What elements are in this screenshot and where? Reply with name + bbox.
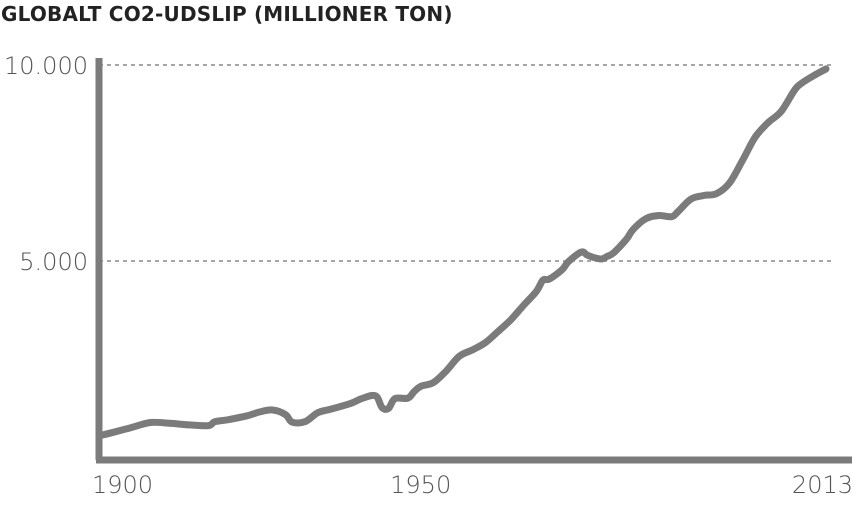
y-tick-label-10.000: 10.000	[4, 52, 88, 80]
y-tick-label-5.000: 5.000	[19, 248, 88, 276]
x-tick-label-1950: 1950	[390, 471, 451, 499]
series	[95, 65, 830, 440]
gridlines	[99, 64, 835, 262]
chart-title: GLOBALT CO2-UDSLIP (MILLIONER TON)	[1, 2, 453, 26]
series-line-0	[95, 65, 830, 440]
tick-labels: 5.000 10.000 1900 1950 2013	[4, 52, 853, 499]
x-tick-label-1900: 1900	[92, 471, 153, 499]
x-tick-label-2013: 2013	[792, 471, 853, 499]
axes	[95, 58, 852, 464]
